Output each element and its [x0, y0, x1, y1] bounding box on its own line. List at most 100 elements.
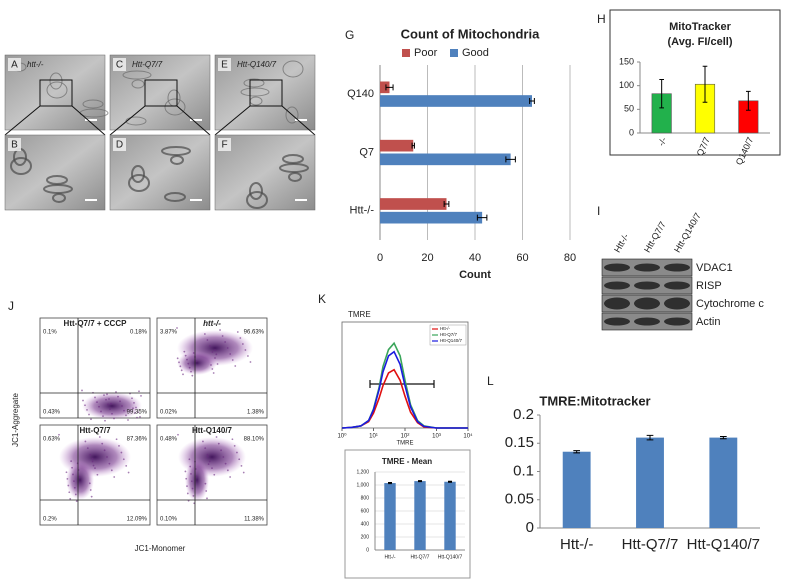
organelle [122, 70, 152, 80]
cell-dot [185, 477, 188, 480]
quadrant-percent: 0.10% [160, 517, 178, 523]
cell-dot [249, 361, 252, 363]
y-tick-label: Q7 [359, 146, 374, 158]
cell-dot [110, 402, 112, 405]
cell-dot [73, 480, 75, 483]
organelle [125, 116, 147, 126]
y-tick-label: 200 [361, 534, 370, 540]
micrograph-label: htt-/- [27, 60, 44, 69]
micrograph-letter: A [11, 60, 18, 71]
error-bar [476, 214, 488, 221]
blot-column-label: Htt-Q7/7 [642, 220, 668, 254]
panel-frame [344, 449, 471, 579]
quadrant-percent: 0.63% [43, 437, 61, 443]
blot-band [604, 317, 630, 326]
flow-title: Htt-Q7/7 [79, 426, 111, 435]
cell-dot [187, 362, 190, 365]
organelle [240, 87, 270, 97]
error-bar [719, 435, 727, 440]
cell-dot [113, 476, 116, 478]
letter-box [8, 58, 21, 71]
organelle [49, 72, 63, 90]
scale-bar [190, 199, 202, 201]
cell-dot [139, 415, 141, 418]
cell-dot [113, 417, 115, 420]
cell-dot [186, 358, 188, 361]
cell-dot [217, 442, 220, 445]
cell-dot [98, 405, 100, 408]
flow-title: htt-/- [203, 319, 221, 328]
cell-dot [136, 416, 138, 419]
chart-title: TMRE - Mean [382, 457, 432, 466]
flow-title: Htt-Q7/7 + CCCP [64, 319, 128, 328]
cell-dot [222, 456, 225, 458]
zoom-line [71, 105, 106, 136]
panel-letter: L [487, 374, 494, 388]
cell-dot [211, 351, 214, 353]
quadrant-percent: 99.35% [127, 410, 148, 416]
zoom-box [39, 79, 73, 107]
organelle [288, 172, 302, 182]
organelle [128, 174, 150, 192]
zoom-box [144, 79, 178, 107]
x-tick-label: 80 [564, 252, 576, 264]
bar [380, 81, 390, 94]
blot-band [634, 263, 660, 272]
blot-column-label: Htt-/- [612, 232, 631, 254]
cell-dot [233, 444, 236, 447]
cell-dot [115, 438, 118, 441]
cell-dot [131, 397, 133, 400]
error-bar [505, 156, 516, 163]
x-tick-label: 10² [401, 434, 410, 440]
cell-dot [111, 412, 113, 415]
cell-dot [204, 447, 207, 450]
cell-dot [209, 345, 211, 347]
cell-dot [81, 389, 83, 392]
cell-dot [176, 357, 179, 360]
cell-dot [229, 353, 232, 355]
quadrant-percent: 11.38% [244, 517, 265, 523]
organelle [282, 60, 304, 78]
cell-dot [137, 411, 139, 414]
organelle [285, 106, 299, 124]
blot-band [634, 297, 660, 310]
cell-dot [105, 398, 107, 401]
cell-dot [58, 433, 60, 436]
scale-bar [85, 119, 97, 121]
organelle [170, 155, 184, 165]
panel-frame [609, 9, 781, 156]
quadrant-percent: 3.87% [160, 330, 178, 336]
cell-dot [188, 366, 191, 369]
bar [380, 139, 414, 152]
letter-box [218, 138, 231, 151]
y-tick-label: 400 [361, 521, 370, 527]
cell-dot [191, 487, 194, 490]
cell-dot [133, 401, 135, 404]
bar [562, 451, 591, 528]
y-tick-label: 1,000 [356, 482, 369, 488]
cell-dot [207, 463, 210, 466]
micrograph-label: Htt-Q140/7 [237, 60, 277, 69]
legend-frame [429, 324, 467, 346]
cell-dot [100, 410, 102, 413]
blot-band [634, 281, 660, 290]
organelle [164, 192, 186, 202]
cell-dot [117, 395, 119, 398]
bar [384, 483, 396, 550]
y-tick-label: Q140 [347, 88, 374, 100]
letter-box [113, 58, 126, 71]
y-tick-label: 0 [526, 519, 534, 536]
y-tick-label: Htt-/- [350, 205, 375, 217]
error-bar [702, 65, 708, 103]
cell-dot [101, 442, 104, 445]
cell-dot [208, 460, 211, 463]
micrograph [4, 54, 106, 131]
cell-dot [242, 471, 245, 474]
cell-dot [73, 486, 76, 489]
legend-label: Htt-/- [440, 326, 450, 331]
cell-dot [86, 408, 88, 411]
cell-dot [120, 451, 123, 454]
zoom-line [109, 105, 146, 136]
error-bar [659, 79, 665, 109]
quadrant-percent: 0.18% [130, 330, 148, 336]
